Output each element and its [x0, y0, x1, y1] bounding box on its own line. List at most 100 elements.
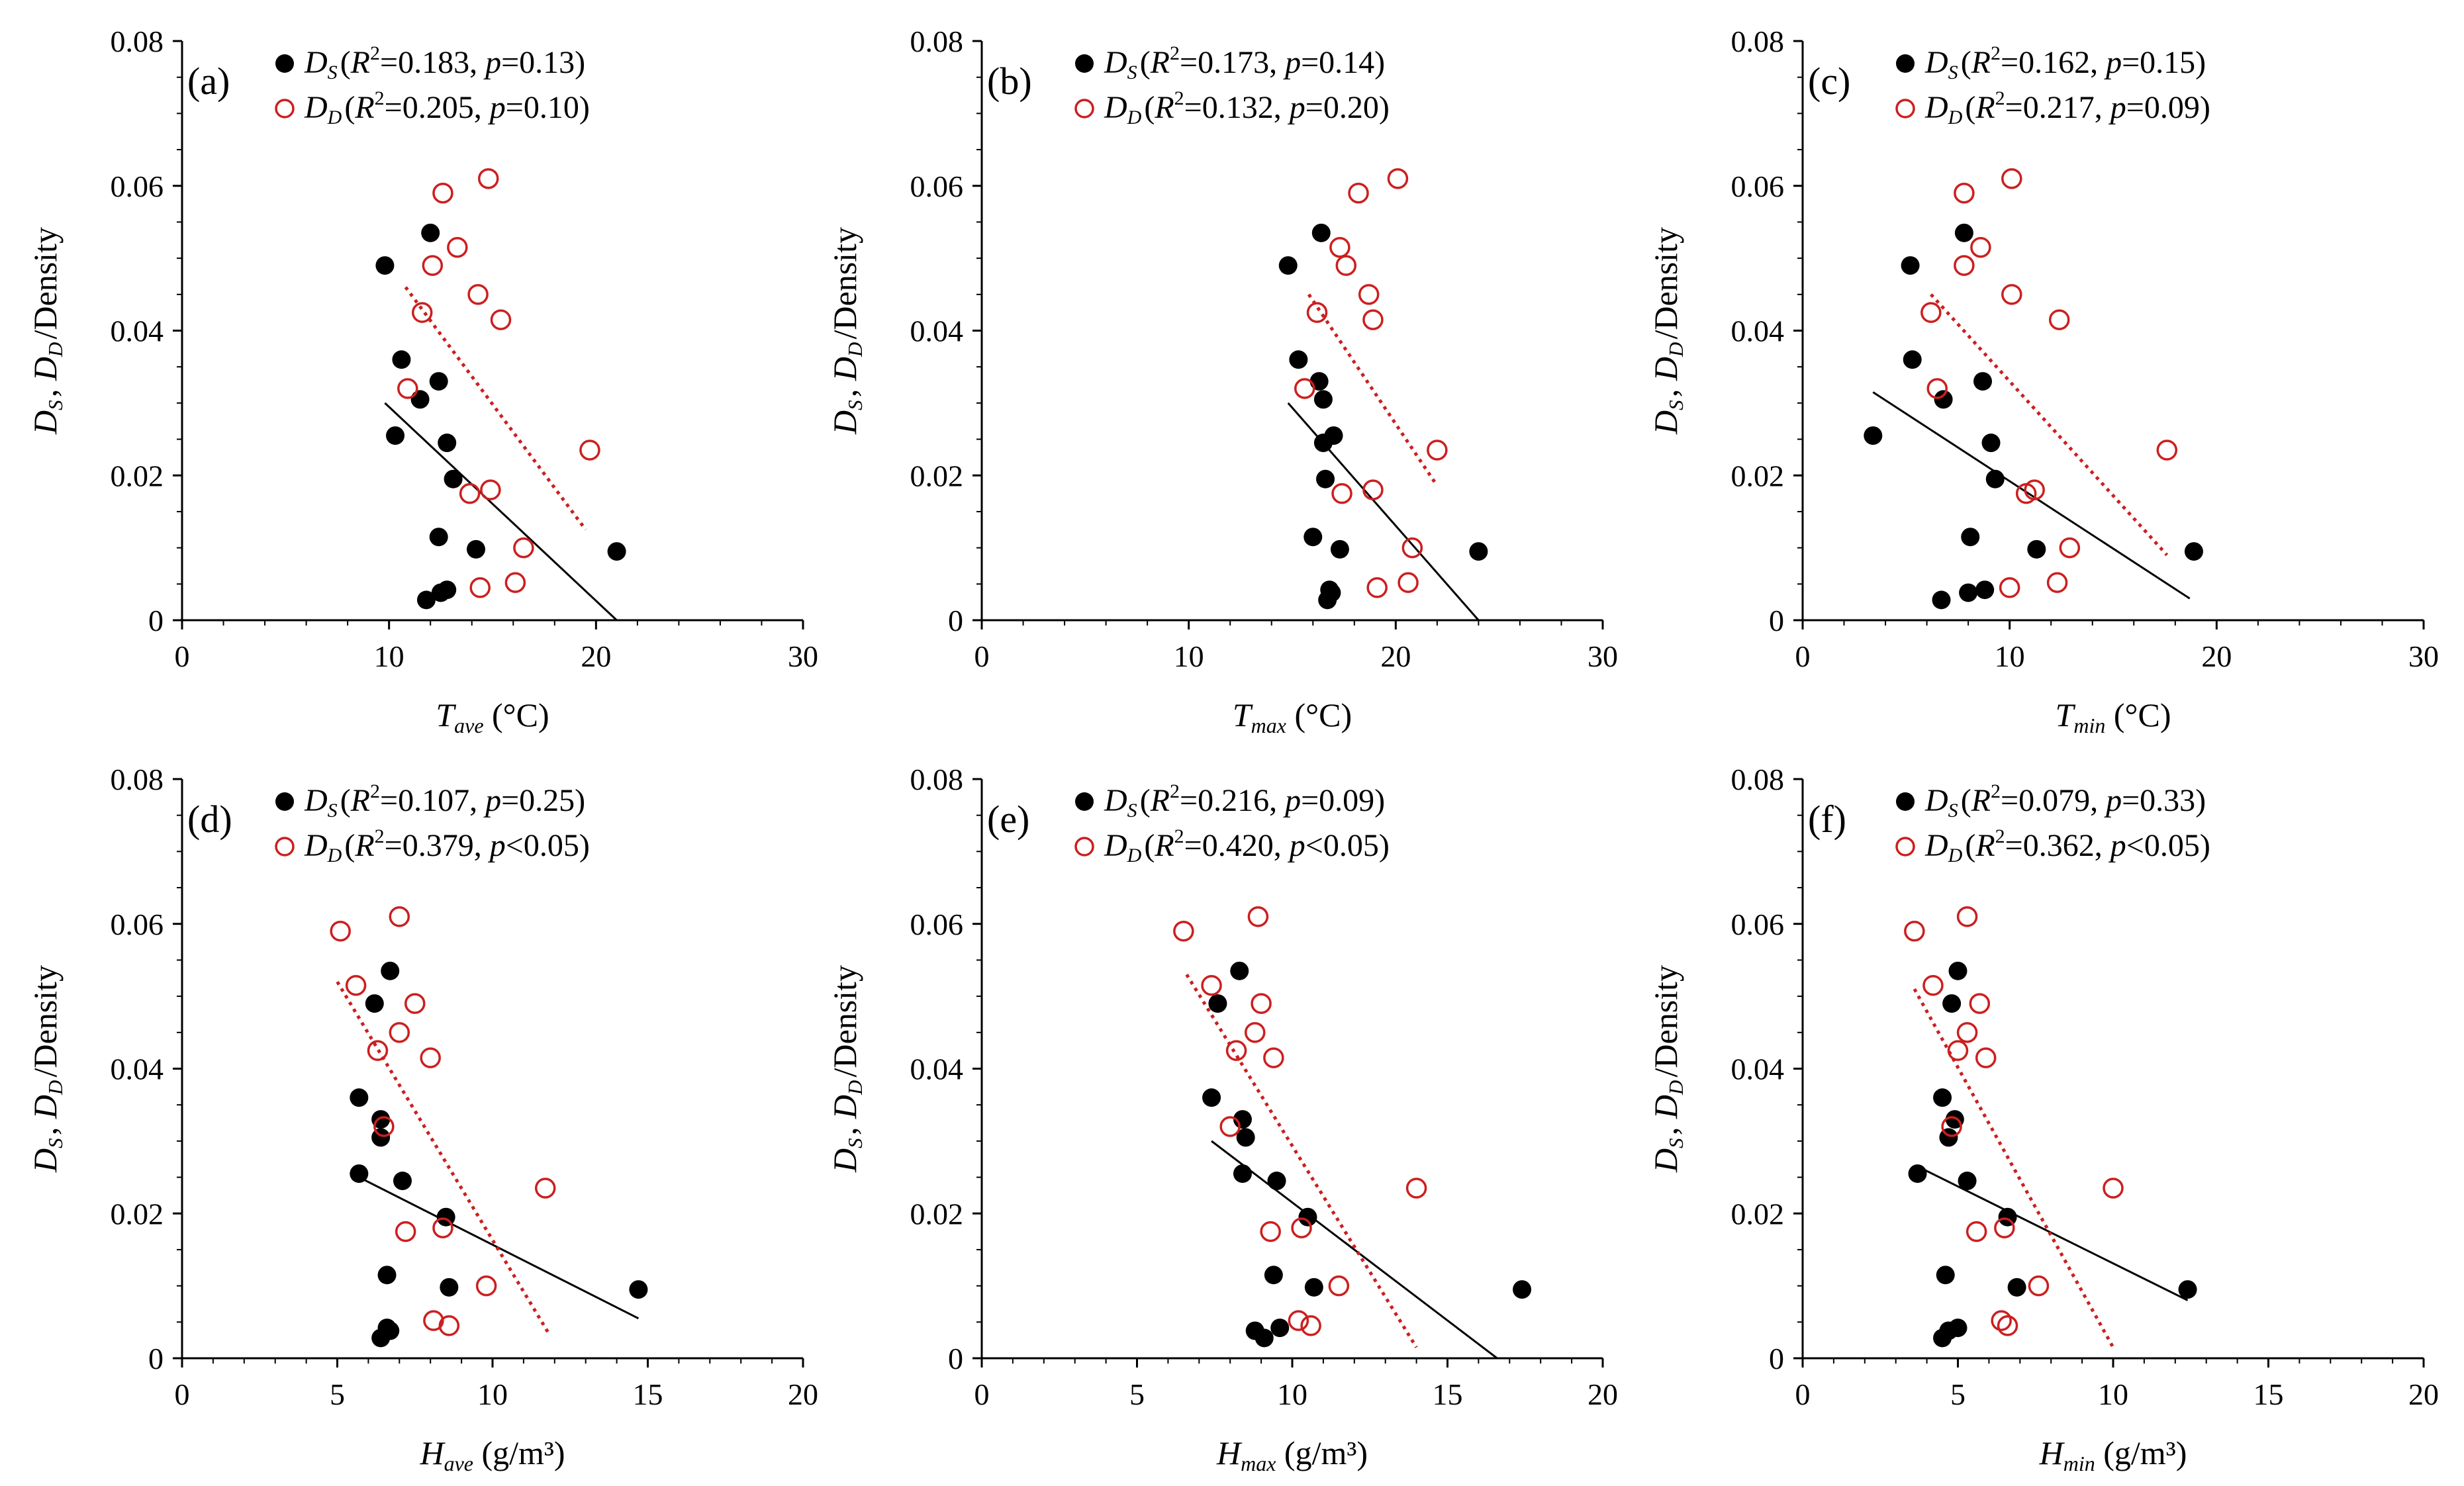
ds-point [1278, 256, 1298, 275]
ds-point [410, 390, 430, 409]
y-axis-label: DS , DD /Density [1647, 965, 1687, 1173]
y-tick-label: 0.06 [111, 907, 164, 941]
ds-point [1961, 528, 1980, 547]
ds-point [1202, 1088, 1221, 1107]
ds-point [1330, 539, 1349, 559]
chart-panel-1: 0 0.02 0.04 0.06 0.08 0 10 20 30 Tave (°C) DS , DD… [26, 24, 818, 737]
ds-point [1933, 1088, 1952, 1107]
ds-point [1298, 1207, 1317, 1227]
ds-fit-line [384, 402, 618, 622]
dd-point [490, 309, 512, 330]
x-tick-label: 10 [477, 1377, 508, 1411]
dd-point [1956, 906, 1978, 927]
ds-point [377, 1266, 397, 1285]
ds-point [1934, 390, 1953, 409]
dd-point [467, 284, 489, 305]
ds-point [1304, 1277, 1323, 1297]
x-tick-label: 20 [1380, 639, 1411, 673]
chart-panel-6: 0 0.02 0.04 0.06 0.08 0 5 10 15 20 Hmin (g/m³) DS ,… [1647, 763, 2439, 1475]
ds-point [381, 961, 400, 980]
legend-entry-dd: DD (R2=0.217, p=0.09) [1924, 87, 2210, 128]
ds-point [438, 580, 457, 600]
dd-point [2046, 572, 2068, 593]
legend-marker-dd [1895, 99, 1915, 118]
legend-entry-ds: DS (R2=0.183, p=0.13) [304, 42, 585, 83]
dd-point [404, 993, 426, 1014]
ds-point [2007, 1277, 2026, 1297]
dd-point [477, 168, 499, 189]
x-tick-label: 30 [2408, 639, 2439, 673]
legend-marker-ds [1896, 54, 1915, 73]
dd-point [423, 1310, 444, 1331]
dd-point [1244, 1022, 1266, 1043]
dd-point [1970, 236, 1991, 258]
ds-point [629, 1280, 648, 1299]
dd-point [1904, 920, 1925, 942]
dd-point [367, 1040, 389, 1061]
y-axis-label: DS , DD /Density [1647, 227, 1687, 435]
legend-entry-ds: DS (R2=0.107, p=0.25) [304, 780, 585, 821]
y-tick-label: 0 [948, 1342, 963, 1375]
ds-point [438, 434, 457, 453]
dd-point [395, 1221, 416, 1242]
ds-point [1942, 994, 1962, 1013]
ds-point [1959, 583, 1978, 602]
dd-fit-line [1929, 293, 2169, 557]
panel-label: (c) [1808, 60, 1850, 103]
legend-marker-ds [1075, 792, 1094, 811]
ds-point [429, 528, 448, 547]
dd-point [1335, 255, 1357, 276]
dd-point [411, 302, 433, 323]
x-axis-label: Hmax (g/m³) [1216, 1434, 1368, 1475]
legend-entry-dd: DD (R2=0.420, p<0.05) [1104, 825, 1390, 866]
y-axis-label: DS , DD /Density [826, 227, 867, 435]
chart-panel-3: 0 0.02 0.04 0.06 0.08 0 10 20 30 Tmin (°C) DS , DD… [1647, 24, 2439, 737]
dd-point [345, 974, 367, 996]
x-tick-label: 20 [1587, 1377, 1618, 1411]
dd-point [1999, 577, 2020, 598]
panel-label: (b) [987, 60, 1032, 103]
dd-point [513, 537, 534, 559]
y-tick-label: 0 [1769, 604, 1784, 637]
y-tick-label: 0.02 [111, 459, 164, 492]
y-tick-label: 0.04 [910, 1052, 964, 1086]
ds-point [1975, 580, 1995, 600]
x-axis-label: Have (g/m³) [419, 1434, 565, 1475]
dd-point [1201, 974, 1222, 996]
dd-point [1991, 1310, 2012, 1331]
dd-point [1956, 1022, 1978, 1043]
y-tick-label: 0.06 [910, 907, 964, 941]
dd-point [422, 255, 444, 276]
ds-point [1313, 390, 1333, 409]
dd-point [1922, 974, 1944, 996]
dd-fit-line [336, 980, 550, 1334]
y-tick-label: 0.08 [1731, 24, 1785, 58]
dd-point [1358, 284, 1380, 305]
dd-point [504, 572, 526, 593]
x-tick-label: 0 [175, 1377, 190, 1411]
x-tick-label: 20 [2408, 1377, 2439, 1411]
y-tick-label: 0.02 [910, 459, 964, 492]
panel-label: (f) [1808, 798, 1846, 841]
y-tick-label: 0.08 [111, 24, 164, 58]
y-tick-label: 0.02 [1731, 1197, 1785, 1231]
ds-point [1270, 1319, 1290, 1338]
dd-point [1941, 1116, 1962, 1137]
ds-point [393, 1172, 412, 1191]
y-tick-label: 0.04 [111, 314, 164, 348]
panel-label: (e) [987, 798, 1029, 841]
dd-point [432, 182, 453, 204]
legend-marker-dd [275, 837, 295, 857]
ds-point [371, 1128, 391, 1147]
dd-fit-line [1307, 293, 1437, 484]
panel-label: (d) [187, 798, 232, 841]
y-tick-label: 0.06 [111, 169, 164, 203]
ds-point [440, 1277, 459, 1297]
x-tick-label: 15 [1433, 1377, 1463, 1411]
ds-fit-line [1872, 391, 2191, 600]
ds-point [1998, 1207, 2017, 1227]
dd-point [1225, 1040, 1247, 1061]
ds-point [1864, 426, 1883, 445]
ds-point [365, 994, 384, 1013]
